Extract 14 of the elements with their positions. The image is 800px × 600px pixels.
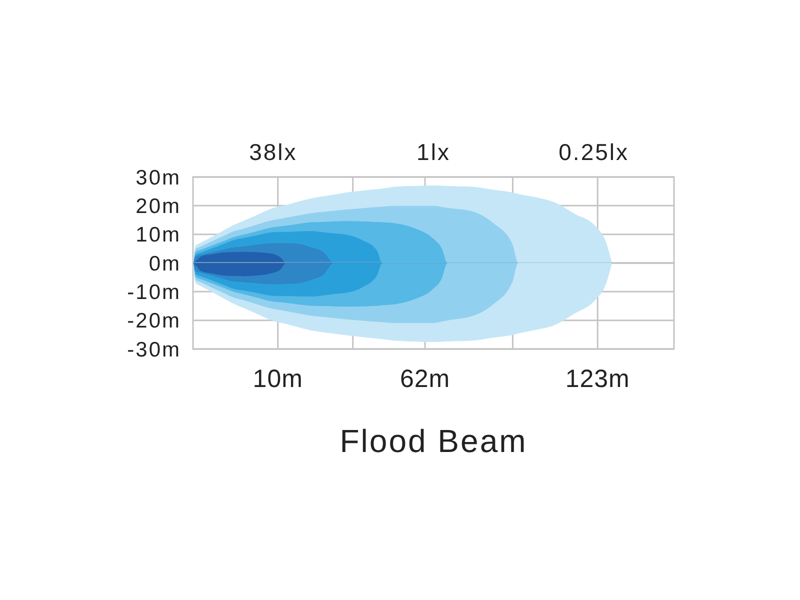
x-tick-label: 123m bbox=[565, 365, 630, 393]
text: Flood Beam bbox=[340, 423, 528, 459]
text: 0.25lx bbox=[558, 139, 630, 165]
text: 38lx bbox=[249, 139, 298, 165]
y-tick-label: 0m bbox=[148, 252, 181, 276]
y-tick-label: -30m bbox=[127, 338, 181, 362]
y-tick-label: 20m bbox=[136, 195, 181, 218]
y-tick-label: -20m bbox=[127, 310, 181, 333]
text: 1lx bbox=[416, 139, 450, 165]
y-tick-label: 30m bbox=[136, 166, 181, 190]
y-tick-label: 10m bbox=[136, 224, 181, 247]
x-tick-label: 62m bbox=[400, 365, 450, 393]
y-tick-label: -10m bbox=[127, 281, 181, 304]
x-tick-label: 10m bbox=[252, 365, 303, 393]
